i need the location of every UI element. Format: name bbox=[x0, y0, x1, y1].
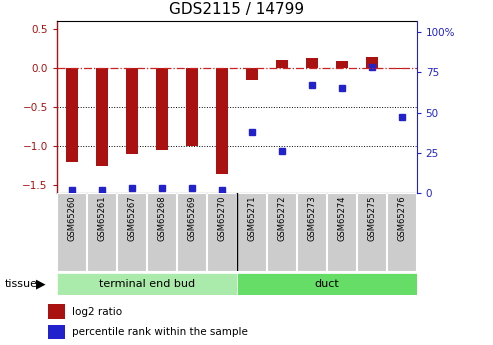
Bar bbox=[387, 193, 416, 271]
Text: tissue: tissue bbox=[5, 279, 38, 289]
Bar bbox=[177, 193, 206, 271]
Bar bbox=[96, 68, 107, 166]
Text: log2 ratio: log2 ratio bbox=[72, 307, 122, 317]
Bar bbox=[48, 325, 66, 339]
Bar bbox=[246, 68, 258, 79]
Bar bbox=[156, 68, 168, 150]
Bar bbox=[357, 193, 386, 271]
Bar bbox=[276, 60, 287, 68]
Text: duct: duct bbox=[314, 279, 339, 289]
Bar bbox=[237, 273, 417, 295]
Bar bbox=[237, 193, 266, 271]
Bar bbox=[57, 273, 237, 295]
Bar bbox=[336, 61, 348, 68]
Text: GSM65273: GSM65273 bbox=[307, 196, 316, 241]
Text: GSM65260: GSM65260 bbox=[67, 196, 76, 241]
Bar bbox=[306, 58, 317, 68]
Bar bbox=[147, 193, 176, 271]
Text: percentile rank within the sample: percentile rank within the sample bbox=[72, 327, 248, 337]
Bar bbox=[327, 193, 356, 271]
Bar bbox=[48, 304, 66, 319]
Bar bbox=[297, 193, 326, 271]
Text: GSM65274: GSM65274 bbox=[337, 196, 346, 241]
Text: GSM65271: GSM65271 bbox=[247, 196, 256, 241]
Text: GSM65269: GSM65269 bbox=[187, 196, 196, 241]
Bar bbox=[186, 68, 198, 146]
Text: GSM65270: GSM65270 bbox=[217, 196, 226, 241]
Text: GSM65272: GSM65272 bbox=[277, 196, 286, 241]
Text: ▶: ▶ bbox=[35, 277, 45, 290]
Bar bbox=[267, 193, 296, 271]
Bar bbox=[207, 193, 236, 271]
Bar bbox=[215, 68, 228, 174]
Bar bbox=[66, 68, 78, 162]
Text: GSM65276: GSM65276 bbox=[397, 196, 406, 241]
Bar bbox=[395, 68, 408, 69]
Text: GSM65261: GSM65261 bbox=[97, 196, 106, 241]
Bar bbox=[366, 57, 378, 68]
Text: terminal end bud: terminal end bud bbox=[99, 279, 195, 289]
Text: GSM65267: GSM65267 bbox=[127, 196, 136, 241]
Bar bbox=[117, 193, 146, 271]
Bar bbox=[126, 68, 138, 154]
Text: GSM65268: GSM65268 bbox=[157, 196, 166, 241]
Title: GDS2115 / 14799: GDS2115 / 14799 bbox=[169, 2, 304, 17]
Bar bbox=[87, 193, 116, 271]
Bar bbox=[57, 193, 86, 271]
Text: GSM65275: GSM65275 bbox=[367, 196, 376, 241]
